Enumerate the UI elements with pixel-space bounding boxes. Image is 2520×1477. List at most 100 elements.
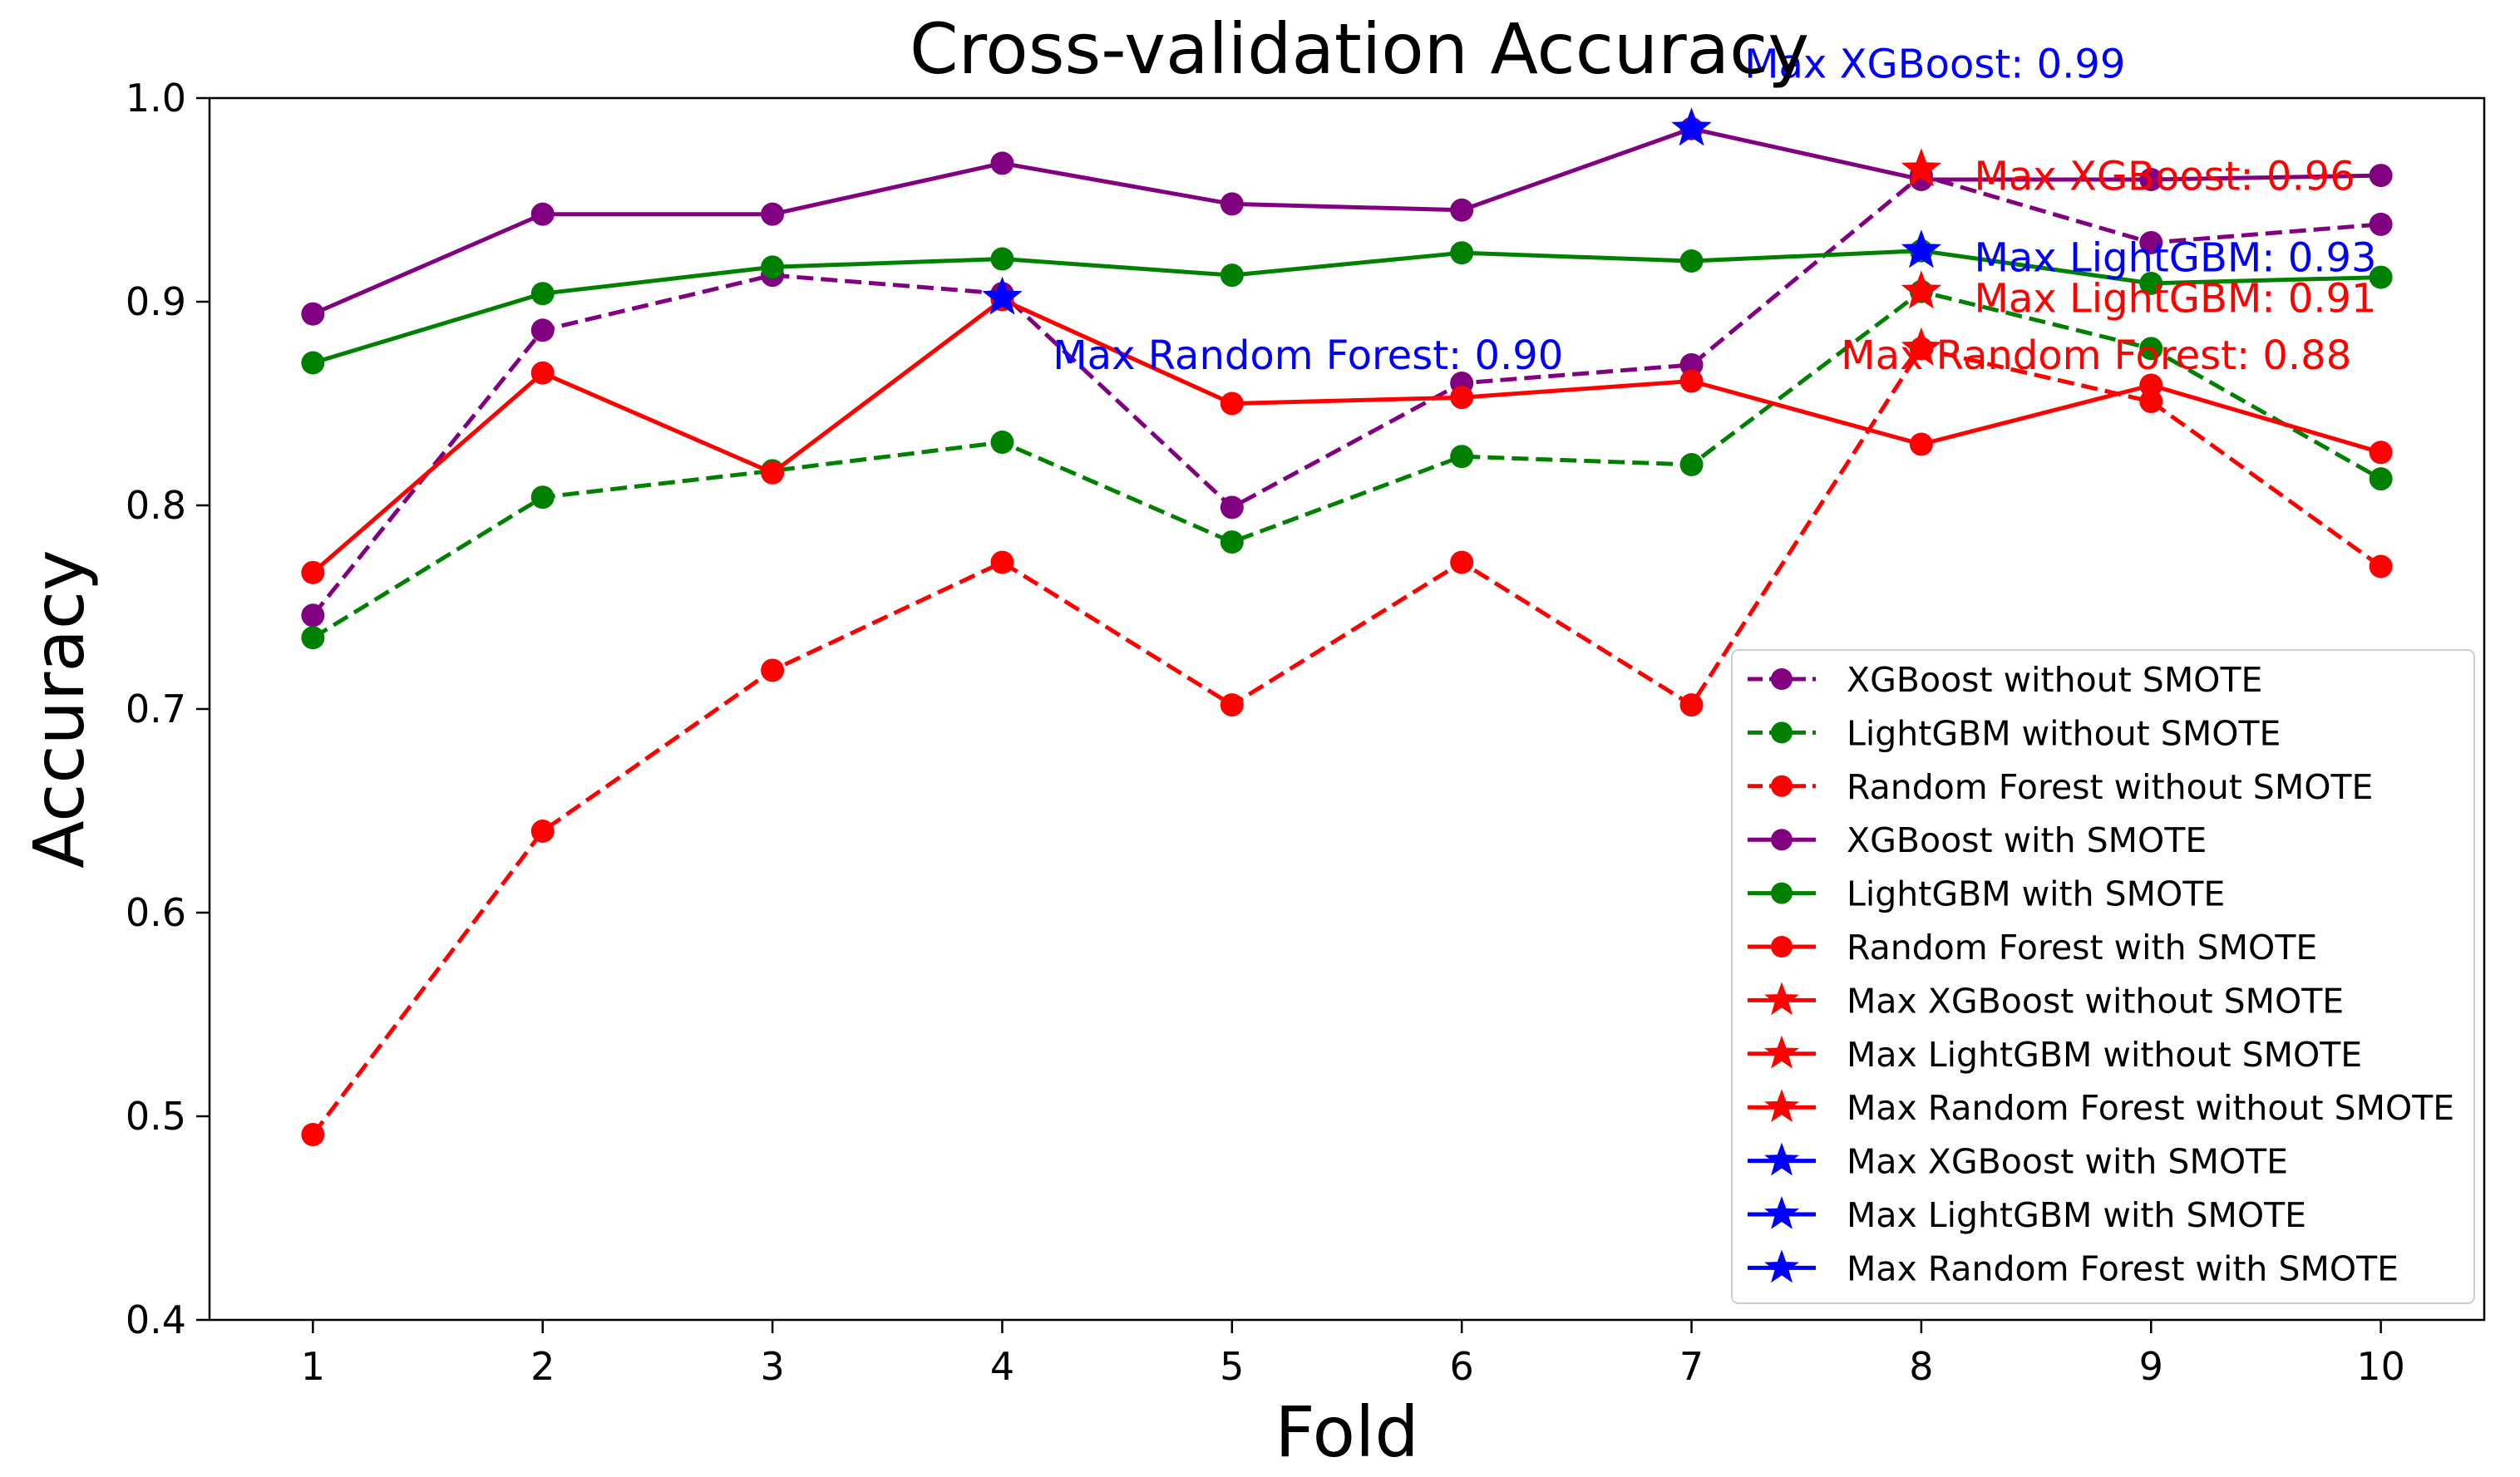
data-point	[1450, 198, 1474, 222]
annotation-label: Max XGBoost: 0.99	[1744, 42, 2125, 88]
legend-marker-swatch	[1771, 829, 1793, 851]
x-tick-label: 1	[301, 1344, 325, 1389]
data-point	[2369, 164, 2393, 188]
data-point	[1220, 495, 1244, 519]
legend-entry: Max Random Forest with SMOTE	[1748, 1248, 2399, 1288]
data-point	[2369, 441, 2393, 465]
legend-star-swatch	[1764, 982, 1799, 1016]
data-point	[1450, 445, 1474, 469]
data-point	[2139, 271, 2163, 295]
legend-label: LightGBM without SMOTE	[1847, 713, 2281, 753]
y-tick-label: 0.7	[126, 687, 186, 731]
data-point	[990, 431, 1014, 455]
legend-label: Random Forest without SMOTE	[1847, 767, 2373, 807]
data-point	[1909, 432, 1933, 456]
series-line	[311, 298, 2382, 574]
series-line	[312, 126, 2381, 316]
legend-entry: Random Forest without SMOTE	[1748, 767, 2373, 807]
data-point	[2369, 554, 2393, 578]
data-point	[530, 820, 555, 843]
max-marker-star	[1671, 107, 1712, 146]
series-line	[312, 249, 2381, 365]
legend-label: Max LightGBM with SMOTE	[1847, 1195, 2306, 1235]
y-tick-label: 0.5	[126, 1094, 186, 1139]
data-point	[761, 202, 785, 226]
data-point	[530, 361, 555, 385]
annotation-label: Max Random Forest: 0.88	[1841, 332, 2351, 379]
max-marker-star	[1901, 270, 1942, 309]
data-point	[1679, 369, 1704, 393]
series-random-forest-with-smote	[301, 288, 2393, 584]
legend-star-swatch	[1764, 1035, 1799, 1069]
legend-entry: XGBoost without SMOTE	[1748, 660, 2262, 700]
series-layer	[301, 116, 2393, 1147]
x-tick-label: 7	[1679, 1344, 1704, 1389]
legend-label: Max Random Forest without SMOTE	[1847, 1088, 2454, 1128]
data-point	[301, 603, 325, 628]
legend-entry: Max LightGBM without SMOTE	[1748, 1035, 2362, 1075]
data-point	[1450, 241, 1474, 265]
x-tick-label: 2	[530, 1344, 555, 1389]
data-point	[301, 1123, 325, 1147]
legend-star-swatch	[1764, 1249, 1799, 1283]
data-point	[530, 202, 555, 226]
legend-label: Max XGBoost with SMOTE	[1847, 1142, 2288, 1182]
legend-marker-swatch	[1771, 936, 1793, 958]
y-tick-label: 0.9	[126, 279, 186, 324]
data-point	[761, 255, 785, 279]
data-point	[530, 485, 555, 510]
data-point	[1450, 550, 1474, 574]
data-point	[301, 560, 325, 584]
data-point	[990, 151, 1014, 175]
y-tick-label: 0.8	[126, 483, 186, 528]
legend-entry: LightGBM without SMOTE	[1748, 713, 2281, 753]
legend-label: XGBoost with SMOTE	[1847, 820, 2207, 860]
max-markers-layer	[982, 107, 1942, 366]
annotation-label: Max LightGBM: 0.91	[1974, 275, 2376, 322]
data-point	[2369, 467, 2393, 491]
series-line	[311, 173, 2381, 617]
legend-label: XGBoost without SMOTE	[1847, 660, 2262, 700]
data-point	[1220, 263, 1244, 288]
legend-box	[1731, 649, 2475, 1304]
annotations-layer: Max XGBoost: 0.99 Max XGBoost: 0.96 Max Li…	[1053, 42, 2376, 379]
legend: XGBoost without SMOTE LightGBM without SM…	[1731, 649, 2475, 1304]
data-point	[2369, 212, 2393, 236]
chart-title: Cross-validation Accuracy	[910, 8, 1809, 90]
legend-entry: Max XGBoost with SMOTE	[1748, 1142, 2288, 1182]
legend-entry: LightGBM with SMOTE	[1748, 874, 2225, 914]
y-axis-label: Accuracy	[18, 549, 100, 869]
series-lightgbm-with-smote	[301, 239, 2393, 375]
legend-label: Max XGBoost without SMOTE	[1847, 981, 2344, 1021]
axes-layer: 1 2 3 4 5 6 7 8 9 10 0.4 0.5 0.6 0.7 0.8 0.9 1.0	[126, 76, 2405, 1389]
data-point	[1450, 386, 1474, 410]
data-point	[301, 302, 325, 326]
data-point	[1220, 391, 1244, 416]
legend-label: LightGBM with SMOTE	[1847, 874, 2225, 914]
data-point	[1220, 693, 1244, 717]
legend-entry: XGBoost with SMOTE	[1748, 820, 2207, 860]
annotation-label: Max LightGBM: 0.93	[1974, 234, 2376, 281]
legend-label: Random Forest with SMOTE	[1847, 928, 2317, 967]
x-tick-label: 5	[1220, 1344, 1244, 1389]
series-line	[312, 289, 2382, 640]
data-point	[2139, 230, 2163, 254]
data-point	[1220, 192, 1244, 216]
y-tick-label: 1.0	[126, 76, 186, 121]
data-point	[990, 550, 1014, 574]
max-marker-star	[1901, 229, 1942, 268]
legend-entry: Random Forest with SMOTE	[1748, 928, 2317, 967]
data-point	[1679, 249, 1704, 273]
data-point	[2139, 373, 2163, 397]
legend-marker-swatch	[1771, 668, 1793, 690]
x-tick-label: 6	[1450, 1344, 1474, 1389]
legend-marker-swatch	[1771, 775, 1793, 797]
data-point	[990, 247, 1014, 271]
legend-entry: Max XGBoost without SMOTE	[1748, 981, 2344, 1021]
x-tick-label: 3	[760, 1344, 784, 1389]
data-point	[301, 626, 325, 650]
data-point	[2139, 337, 2163, 361]
data-point	[2139, 390, 2163, 414]
legend-entry: Max Random Forest without SMOTE	[1748, 1088, 2454, 1128]
